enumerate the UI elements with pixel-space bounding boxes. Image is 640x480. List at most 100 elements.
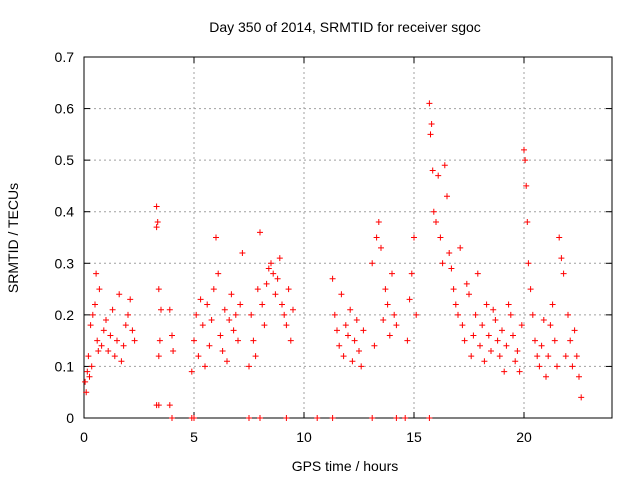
data-point (331, 311, 338, 318)
data-point (477, 342, 483, 349)
data-point (558, 255, 565, 262)
data-point (427, 131, 434, 138)
data-point (551, 337, 558, 344)
data-point (474, 270, 481, 277)
data-point (191, 415, 197, 421)
data-point (191, 337, 197, 344)
data-point (210, 286, 217, 293)
data-point (466, 291, 472, 298)
plot-frame (83, 56, 613, 419)
data-point (518, 322, 525, 329)
data-point (404, 337, 411, 344)
y-tick-label: 0.5 (55, 152, 75, 168)
data-point (444, 193, 450, 200)
data-point (252, 353, 259, 360)
data-point (86, 373, 93, 380)
y-tick-label: 0.7 (55, 49, 75, 65)
data-point (373, 234, 380, 241)
data-point (433, 219, 439, 226)
data-point (496, 353, 503, 360)
data-point (169, 332, 175, 339)
data-point (369, 260, 376, 267)
data-point (217, 332, 224, 339)
data-point (351, 337, 358, 344)
data-point (430, 208, 437, 215)
data-point (274, 275, 281, 282)
data-point (527, 286, 534, 293)
data-point (389, 270, 395, 277)
data-point (95, 347, 102, 354)
data-point (353, 317, 360, 324)
data-point (345, 332, 351, 339)
data-point (441, 162, 448, 169)
data-point (426, 415, 433, 421)
x-axis-label: GPS time / hours (292, 458, 399, 474)
data-point (283, 322, 290, 329)
data-point (347, 306, 354, 313)
data-point (82, 378, 89, 385)
data-point (393, 415, 400, 421)
data-point (448, 265, 455, 272)
data-point (228, 291, 235, 298)
data-point (131, 337, 138, 344)
data-point (103, 317, 109, 324)
data-point (208, 317, 215, 324)
data-point (538, 342, 545, 349)
data-point (153, 224, 160, 231)
data-point (505, 301, 512, 308)
data-point (408, 270, 415, 277)
y-tick-label: 0.6 (55, 101, 75, 117)
data-point (100, 327, 107, 334)
data-point (125, 311, 131, 318)
data-point (336, 342, 343, 349)
data-point (155, 353, 162, 360)
data-point (122, 322, 129, 329)
data-point (406, 296, 413, 303)
data-point (479, 322, 486, 329)
data-point (166, 402, 173, 409)
chart-title: Day 350 of 2014, SRMTID for receiver sgo… (209, 19, 481, 35)
data-point (120, 342, 127, 349)
data-point (334, 327, 340, 334)
data-point (195, 353, 202, 360)
data-point (118, 358, 125, 365)
data-point (338, 291, 345, 298)
data-point (107, 332, 114, 339)
data-point (439, 260, 446, 267)
data-point (213, 234, 219, 241)
x-tick-label: 5 (190, 429, 198, 445)
data-point (501, 368, 508, 375)
data-point (510, 332, 516, 339)
data-point (378, 244, 384, 251)
data-point (490, 306, 497, 313)
data-point (485, 332, 492, 339)
data-point (230, 327, 237, 334)
data-point (87, 322, 94, 329)
y-tick-label: 0.1 (55, 358, 75, 374)
data-point (85, 353, 92, 360)
data-point (257, 415, 263, 421)
axis-ticks: 0 0.1 0.2 0.3 0.4 0.5 0.6 0.7 0 5 10 15 20 (55, 49, 612, 445)
data-point (283, 415, 290, 421)
data-point (329, 415, 336, 421)
data-point (571, 327, 578, 334)
data-point (219, 347, 226, 354)
data-point (514, 347, 521, 354)
data-point (375, 219, 382, 226)
data-point (215, 270, 222, 277)
data-point (429, 167, 436, 174)
data-point (358, 363, 365, 370)
data-point (268, 260, 274, 267)
data-point (88, 363, 95, 370)
data-point (199, 322, 206, 329)
data-point (402, 415, 409, 421)
data-point (524, 219, 531, 226)
data-point (158, 306, 164, 313)
data-point (413, 311, 420, 318)
data-point (239, 249, 246, 256)
data-point (463, 280, 470, 287)
data-point (547, 322, 554, 329)
data-point (384, 301, 391, 308)
data-point (156, 337, 163, 344)
